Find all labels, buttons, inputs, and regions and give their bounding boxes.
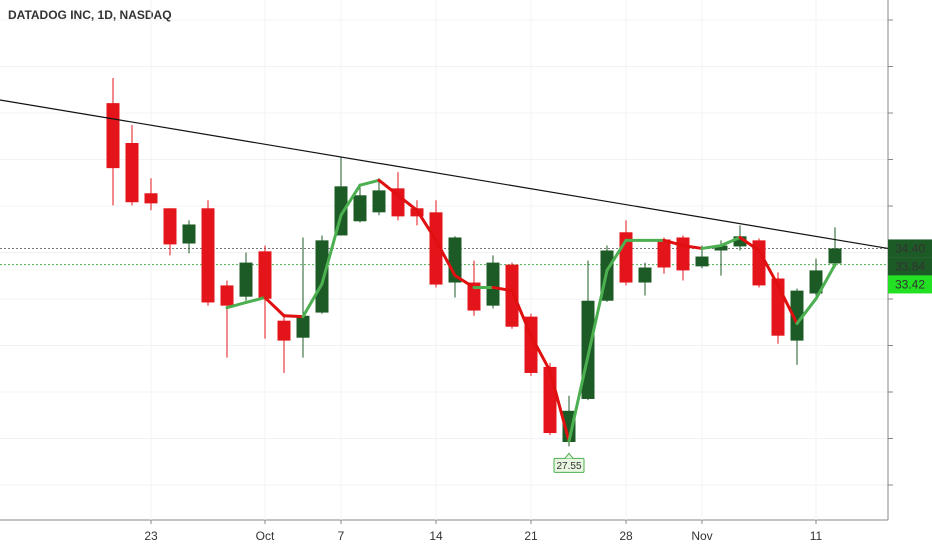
indicator-segment [795,297,818,326]
indicator-segment [757,248,780,287]
low-annotation-pointer [564,452,574,459]
candle-body [676,237,690,271]
candle-body [828,248,842,264]
price-label-box [888,257,932,276]
candle-body [543,366,557,434]
candle-body [163,208,177,245]
indicator-segment [358,178,381,187]
x-tick-label: 21 [524,529,538,543]
candle-body [239,262,253,297]
indicator-segment [301,282,324,319]
indicator-segment [738,235,761,252]
indicator-segment [225,300,248,310]
price-label-box [888,239,932,258]
candle-body [467,282,481,311]
candle-body [106,103,120,169]
candle-body [277,320,291,341]
indicator-segment [586,268,609,358]
indicator-segment [415,208,438,242]
candle-body [201,208,215,303]
candle-body [144,193,158,204]
price-label: 33.42 [895,278,925,292]
candle-body [733,236,747,247]
indicator-segment [282,314,305,319]
candle-body [752,240,766,286]
x-tick-label: Nov [691,529,712,543]
price-label-box [888,275,932,294]
candle-body [790,290,804,341]
indicator-segment [567,354,590,443]
candle-body [353,195,367,222]
indicator-segment [681,244,704,250]
x-tick-label: 11 [810,529,823,543]
indicator-segment [320,213,343,286]
x-tick-label: 14 [429,529,443,543]
candle-body [486,262,500,306]
indicator-segment [662,238,685,248]
indicator-segment [605,238,628,272]
indicator-segment [776,283,799,326]
indicator-segment [434,238,457,278]
chart-title: DATADOG INC, 1D, NASDAQ [8,8,172,22]
candle-body [505,264,519,327]
candle-body [296,315,310,338]
indicator-segment [814,263,837,301]
candle-body [258,251,272,299]
candle-body [638,267,652,283]
indicator-segment [263,296,286,318]
candle-body [809,270,823,294]
indicator-segment [339,183,362,217]
price-label: 34.40 [895,242,925,256]
candle-body [657,239,671,268]
indicator-segment [244,296,267,304]
indicator-segment [700,244,723,250]
candle-body [372,190,386,213]
indicator-segment [719,235,742,248]
indicator-segment [510,289,533,338]
candle-body [695,256,709,267]
trendline [0,99,889,250]
x-tick-label: 28 [619,529,633,543]
price-label: 33.84 [895,260,925,274]
x-tick-label: 7 [338,529,345,543]
candle-body [220,285,234,306]
indicator-segment [529,334,552,373]
candle-body [714,245,728,251]
indicator-segment [548,369,571,443]
candle-body [429,212,443,285]
indicator-segment [491,285,514,293]
low-annotation: 27.55 [556,461,581,472]
indicator-segment [453,274,476,289]
candle-body [125,143,139,203]
indicator-segment [377,178,400,197]
x-tick-label: 23 [144,529,158,543]
x-tick-label: Oct [256,529,275,543]
candle-body [182,224,196,244]
indicator-segment [396,193,419,212]
candle-body [391,188,405,217]
candle-body [315,240,329,313]
